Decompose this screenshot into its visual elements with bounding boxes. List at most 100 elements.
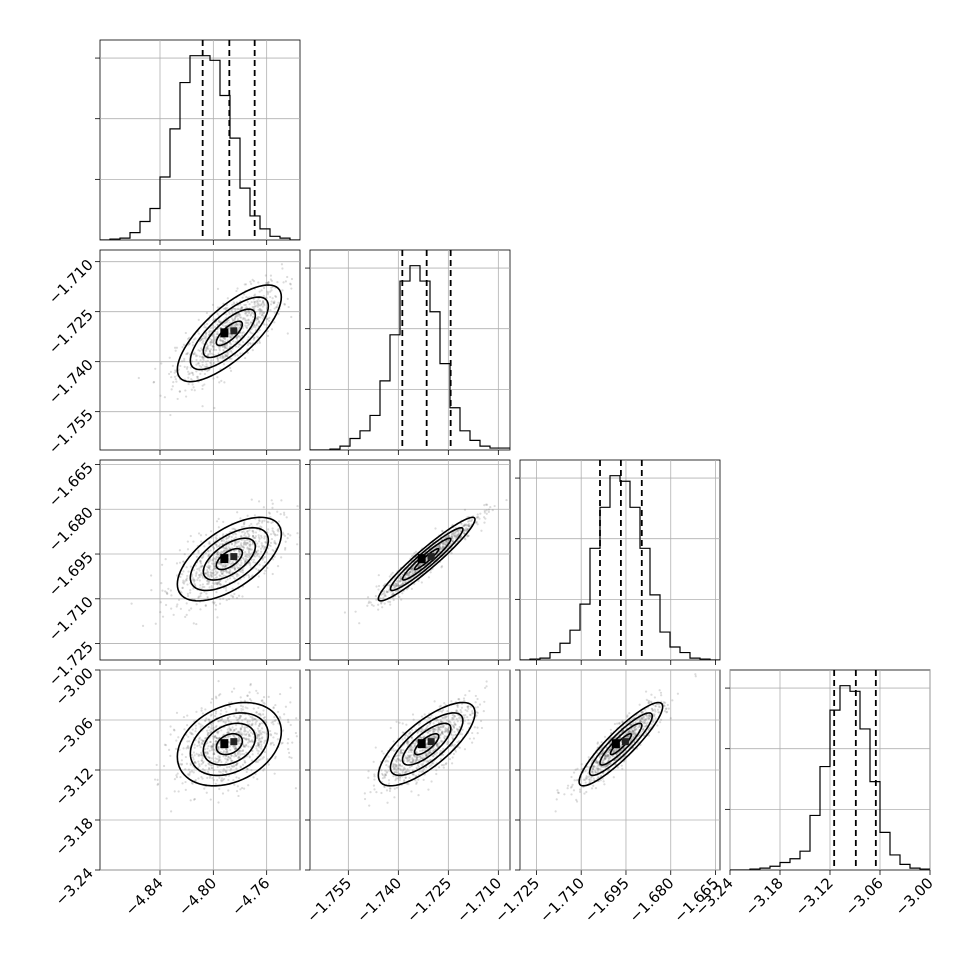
sample-point: [231, 527, 234, 530]
sample-point: [267, 291, 270, 294]
sample-point: [222, 570, 225, 573]
sample-point: [258, 540, 261, 543]
sample-point: [192, 771, 195, 774]
sample-point: [244, 554, 247, 557]
sample-point: [240, 561, 243, 565]
sample-point: [185, 579, 188, 582]
sample-point: [243, 520, 246, 524]
sample-point: [231, 566, 234, 569]
sample-point: [192, 751, 196, 754]
sample-point: [444, 543, 448, 546]
sample-point: [463, 748, 467, 751]
sample-point: [439, 733, 443, 736]
sample-point: [606, 755, 609, 758]
sample-point: [251, 719, 254, 722]
sample-point: [217, 694, 221, 697]
sample-point: [380, 769, 383, 772]
sample-point: [632, 730, 635, 733]
sample-point: [234, 748, 237, 751]
sample-point: [375, 585, 378, 588]
sample-point: [199, 608, 202, 611]
sample-point: [256, 305, 259, 308]
sample-point: [430, 764, 433, 767]
sample-point: [224, 770, 228, 774]
sample-point: [260, 727, 264, 730]
sample-point: [223, 337, 226, 340]
sample-point: [258, 537, 261, 540]
sample-point: [418, 564, 421, 567]
sample-point: [186, 744, 190, 748]
sample-point: [226, 759, 229, 762]
sample-point: [388, 584, 391, 587]
sample-point: [424, 753, 427, 756]
sample-point: [425, 726, 428, 729]
sample-point: [485, 509, 488, 512]
sample-point: [398, 584, 401, 588]
sample-point: [193, 746, 196, 749]
sample-point: [418, 563, 422, 566]
sample-point: [465, 524, 468, 527]
sample-point: [253, 294, 256, 297]
sample-point: [219, 770, 222, 774]
sample-point: [447, 719, 450, 723]
sample-point: [628, 719, 631, 722]
sample-point: [200, 759, 203, 762]
sample-point: [432, 728, 436, 731]
sample-point: [396, 583, 399, 586]
sample-point: [287, 532, 290, 536]
sample-point: [229, 334, 232, 338]
sample-point: [462, 524, 465, 528]
sample-point: [220, 760, 223, 764]
sample-point: [271, 529, 274, 532]
sample-point: [240, 316, 243, 319]
sample-point: [411, 568, 414, 572]
sample-point: [203, 719, 207, 722]
sample-point: [235, 323, 239, 326]
sample-point: [217, 319, 221, 322]
scatter-panel-0-2: −1.725−1.710−1.695−1.680−1.665: [45, 459, 301, 690]
sample-point: [232, 533, 235, 536]
sample-point: [180, 591, 183, 594]
sample-point: [412, 754, 416, 757]
sample-point: [226, 758, 230, 761]
sample-point: [451, 744, 455, 747]
sample-point: [272, 530, 275, 534]
sample-point: [235, 709, 238, 712]
sample-point: [284, 540, 287, 543]
sample-point: [254, 535, 257, 538]
sample-point: [246, 721, 249, 724]
sample-point: [213, 564, 216, 568]
sample-point: [409, 749, 413, 752]
sample-point: [237, 540, 240, 543]
sample-point: [439, 718, 442, 722]
sample-point: [232, 765, 235, 768]
sample-point: [214, 560, 217, 563]
sample-point: [215, 571, 219, 575]
sample-point: [267, 763, 270, 766]
sample-point: [374, 595, 377, 598]
sample-point: [467, 534, 470, 538]
density-peak: [230, 553, 238, 561]
sample-point: [269, 308, 272, 312]
sample-point: [192, 758, 195, 761]
sample-point: [258, 731, 261, 734]
sample-point: [249, 564, 252, 567]
sample-point: [277, 301, 280, 304]
sample-point: [444, 730, 447, 733]
sample-point: [213, 567, 216, 570]
sample-point: [447, 534, 450, 538]
sample-point: [436, 728, 439, 731]
sample-point: [239, 753, 242, 756]
sample-point: [485, 512, 488, 515]
sample-point: [185, 602, 188, 605]
sample-point: [267, 528, 270, 531]
sample-point: [421, 763, 425, 766]
sample-point: [206, 595, 209, 599]
sample-point: [222, 569, 226, 573]
sample-point: [406, 742, 409, 745]
sample-point: [383, 602, 386, 605]
sample-point: [412, 773, 415, 776]
sample-point: [395, 786, 399, 789]
sample-point: [209, 342, 213, 345]
contour-level: [189, 526, 270, 592]
